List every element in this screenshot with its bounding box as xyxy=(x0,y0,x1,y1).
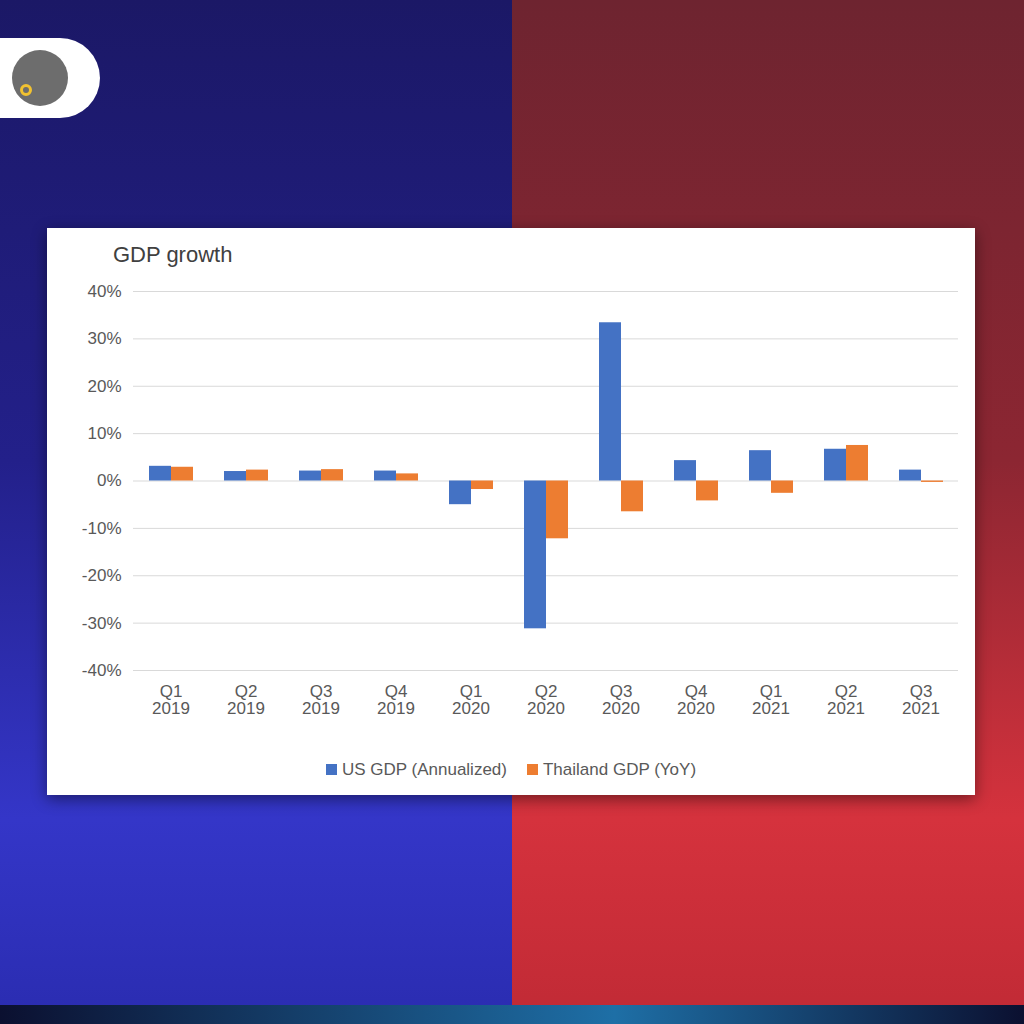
svg-text:10%: 10% xyxy=(87,424,121,443)
svg-text:Q32019: Q32019 xyxy=(302,682,340,718)
svg-text:Q32021: Q32021 xyxy=(902,682,940,718)
html-text:Thailand GDP (YoY): Thailand GDP (YoY) xyxy=(543,760,697,779)
svg-text:30%: 30% xyxy=(87,329,121,348)
svg-text:Q22019: Q22019 xyxy=(227,682,265,718)
svg-text:-20%: -20% xyxy=(82,566,122,585)
svg-text:-30%: -30% xyxy=(82,614,122,633)
svg-text:Q42020: Q42020 xyxy=(677,682,715,718)
html-text:GDP growth: GDP growth xyxy=(113,242,233,267)
svg-text:Q22021: Q22021 xyxy=(827,682,865,718)
svg-text:-40%: -40% xyxy=(82,661,122,680)
svg-text:Q12019: Q12019 xyxy=(152,682,190,718)
svg-text:Q22020: Q22020 xyxy=(527,682,565,718)
svg-text:40%: 40% xyxy=(87,282,121,301)
svg-text:Q42019: Q42019 xyxy=(377,682,415,718)
svg-text:Q32020: Q32020 xyxy=(602,682,640,718)
svg-text:-10%: -10% xyxy=(82,519,122,538)
svg-text:Q12020: Q12020 xyxy=(452,682,490,718)
html-text:US GDP (Annualized): US GDP (Annualized) xyxy=(341,760,507,779)
svg-text:0%: 0% xyxy=(97,471,122,490)
svg-text:20%: 20% xyxy=(87,377,121,396)
svg-text:Q12021: Q12021 xyxy=(752,682,790,718)
